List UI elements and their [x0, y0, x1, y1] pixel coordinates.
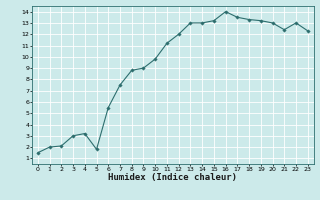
- X-axis label: Humidex (Indice chaleur): Humidex (Indice chaleur): [108, 173, 237, 182]
